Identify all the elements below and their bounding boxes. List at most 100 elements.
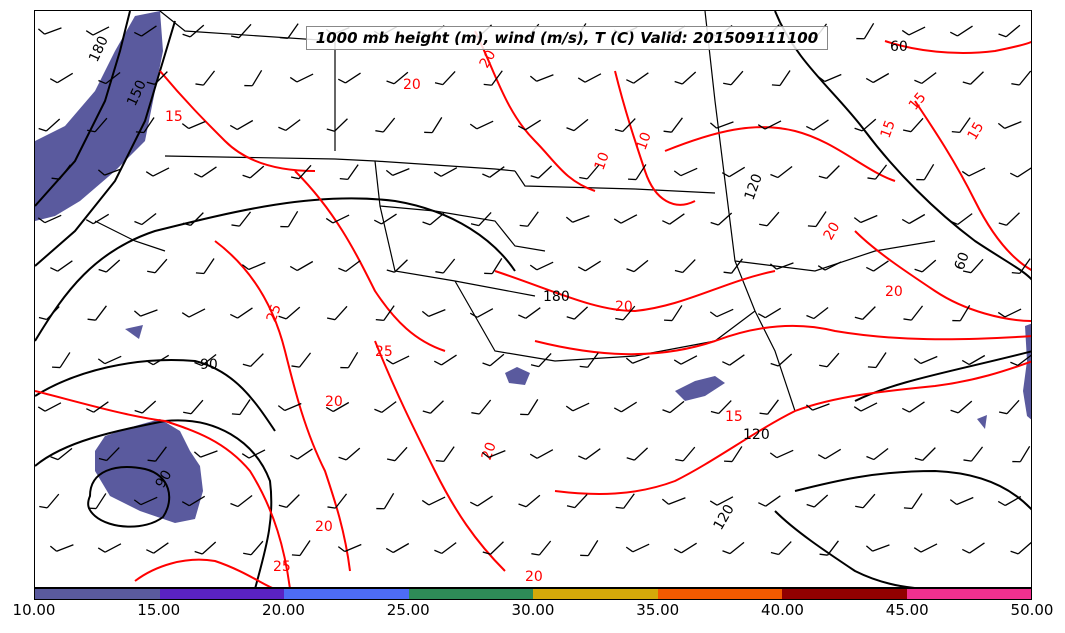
wind-barb (661, 497, 686, 505)
wind-barb (709, 121, 734, 129)
colorbar-segment (35, 589, 160, 599)
wind-barb (949, 496, 974, 506)
wind-barb (422, 400, 444, 414)
wind-barb (566, 493, 588, 509)
wind-barb (181, 495, 206, 507)
wind-barb (998, 399, 1020, 415)
wind-barb (147, 258, 168, 274)
height-label: 90 (200, 357, 218, 373)
wind-barb (471, 399, 492, 415)
temp-label: 25 (375, 344, 393, 360)
wind-barb (38, 118, 61, 132)
wind-barb (518, 494, 541, 508)
wind-barb (867, 164, 888, 180)
temp-contour-3 (134, 558, 273, 587)
wind-barb (277, 402, 302, 412)
wind-barb (759, 399, 779, 415)
wind-barb (291, 540, 311, 557)
wind-barb (962, 71, 984, 85)
wind-barb (724, 446, 743, 463)
wind-barb (1012, 445, 1031, 463)
wind-barb (241, 449, 266, 459)
colorbar-tick-label: 15.00 (137, 601, 181, 619)
wind-barb (469, 495, 493, 507)
wind-barb (950, 213, 973, 226)
wind-barb (626, 447, 649, 461)
wind-barb (962, 258, 984, 274)
wind-barb (338, 447, 361, 461)
wind-barb (291, 352, 312, 368)
wind-barb (674, 259, 696, 274)
wind-barb (674, 71, 697, 85)
wind-barb (628, 164, 647, 181)
temp-contour-14 (374, 340, 506, 572)
temperature-contours (35, 30, 1031, 587)
wind-barb (433, 167, 458, 177)
wind-barb (39, 493, 60, 509)
colorbar-tick-label: 35.00 (636, 601, 680, 619)
wind-barb (482, 541, 504, 555)
wind-shading-small-1 (125, 325, 143, 339)
colorbar-tick-label: 45.00 (885, 601, 929, 619)
border-9 (94, 220, 166, 252)
wind-barb (231, 211, 252, 227)
height-contour-east-coast (774, 11, 1031, 281)
wind-barb (577, 260, 601, 272)
temp-label: 20 (821, 220, 844, 243)
temp-label: 20 (479, 440, 500, 462)
wind-barb (97, 355, 122, 365)
wind-shading-small-2 (977, 415, 987, 429)
colorbar (34, 588, 1032, 600)
wind-barb (385, 542, 410, 554)
wind-barb (435, 258, 456, 274)
wind-barb (914, 72, 937, 85)
wind-barb (145, 167, 170, 177)
wind-barb (327, 493, 348, 509)
wind-barb (721, 166, 746, 178)
wind-barb (675, 446, 696, 462)
wind-barb (145, 354, 170, 366)
wind-barb (817, 73, 842, 83)
temp-contour-4 (474, 30, 596, 192)
temp-contour-6 (664, 126, 896, 182)
temp-label: 15 (965, 120, 988, 143)
wind-barb (913, 355, 938, 365)
wind-barb (421, 309, 446, 317)
wind-barb (385, 355, 410, 365)
wind-barb (337, 543, 362, 553)
wind-barb (758, 495, 781, 507)
wind-barb (469, 120, 494, 130)
height-label: 60 (890, 39, 908, 55)
wind-barb (49, 72, 74, 84)
wind-barb (133, 309, 158, 317)
temp-contour-2 (35, 390, 291, 587)
wind-barb (87, 117, 108, 133)
wind-barb (914, 447, 936, 461)
temp-contour-1 (159, 70, 316, 172)
wind-barb (98, 71, 121, 85)
wind-barb (519, 211, 539, 227)
wind-barb (182, 212, 204, 226)
wind-barb (146, 542, 169, 554)
wind-barb (290, 164, 312, 180)
wind-barb (529, 74, 554, 82)
wind-barb (85, 213, 110, 225)
wind-barb (386, 446, 408, 462)
wind-barb (757, 120, 782, 130)
wind-barb (182, 24, 205, 38)
wind-barb (86, 401, 109, 413)
wind-barb (722, 541, 745, 555)
wind-barb (529, 261, 554, 271)
wind-barb (133, 496, 158, 506)
wind-barb (579, 164, 600, 180)
wind-barb (243, 540, 264, 556)
wind-barb (183, 399, 204, 415)
wind-barb (278, 494, 300, 508)
wind-barb (577, 73, 602, 83)
wind-barb (806, 119, 829, 131)
wind-barb (722, 354, 745, 366)
wind-barb (337, 72, 361, 84)
wind-barb (194, 353, 217, 367)
temp-label: 15 (906, 90, 930, 114)
wind-barb (806, 494, 829, 508)
